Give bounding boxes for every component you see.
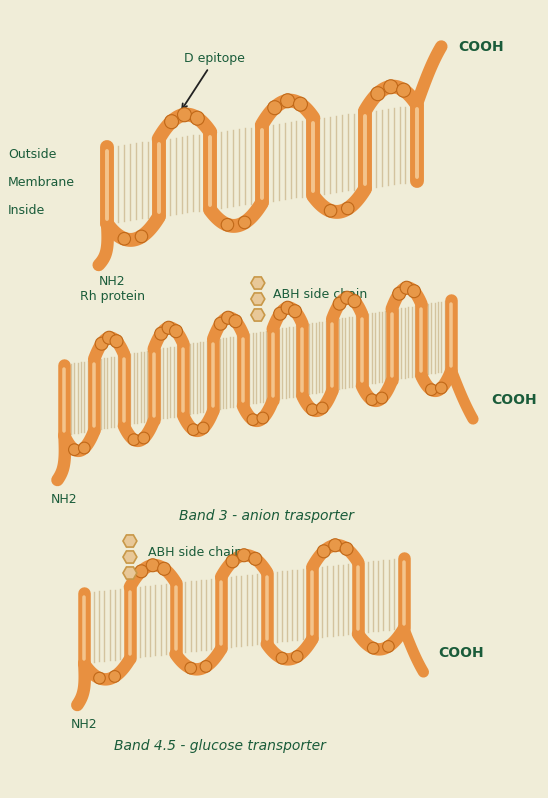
Circle shape [78, 442, 90, 454]
Circle shape [237, 549, 250, 562]
Text: COOH: COOH [438, 646, 484, 660]
Circle shape [109, 670, 121, 682]
Circle shape [135, 230, 148, 243]
Text: Inside: Inside [8, 203, 45, 216]
Circle shape [340, 543, 353, 555]
Circle shape [238, 216, 251, 229]
Circle shape [169, 325, 182, 338]
Circle shape [400, 281, 413, 294]
Circle shape [273, 307, 287, 320]
Text: COOH: COOH [491, 393, 536, 407]
Circle shape [376, 392, 387, 404]
Text: Band 3 - anion trasporter: Band 3 - anion trasporter [179, 509, 353, 523]
Circle shape [289, 305, 301, 318]
Text: NH2: NH2 [51, 493, 78, 506]
Circle shape [306, 404, 318, 416]
Text: Membrane: Membrane [8, 176, 75, 189]
Circle shape [268, 101, 282, 115]
Circle shape [294, 97, 307, 111]
Circle shape [185, 662, 197, 674]
Circle shape [324, 204, 337, 217]
Circle shape [164, 115, 179, 128]
Circle shape [197, 422, 209, 434]
Circle shape [317, 545, 330, 558]
Text: COOH: COOH [458, 40, 504, 54]
Circle shape [229, 314, 242, 328]
Circle shape [281, 302, 294, 314]
Text: NH2
Rh protein: NH2 Rh protein [79, 275, 145, 303]
Circle shape [384, 80, 398, 93]
Circle shape [214, 317, 227, 330]
Circle shape [190, 111, 204, 125]
Circle shape [138, 433, 150, 444]
Circle shape [426, 384, 437, 396]
Circle shape [178, 108, 191, 122]
Text: NH2: NH2 [71, 718, 98, 731]
Circle shape [95, 338, 108, 350]
Text: Outside: Outside [8, 148, 56, 161]
Circle shape [366, 394, 378, 405]
Text: Band 4.5 - glucose transporter: Band 4.5 - glucose transporter [114, 739, 326, 753]
Circle shape [249, 552, 262, 565]
Circle shape [118, 232, 130, 245]
Circle shape [247, 414, 259, 425]
Circle shape [341, 291, 353, 304]
Circle shape [367, 642, 379, 654]
Circle shape [348, 294, 361, 308]
Circle shape [257, 412, 269, 424]
Text: D epitope: D epitope [182, 52, 246, 109]
Circle shape [281, 93, 294, 108]
Circle shape [383, 641, 394, 652]
Circle shape [341, 202, 354, 215]
Circle shape [155, 327, 168, 340]
Circle shape [393, 287, 406, 300]
Circle shape [333, 297, 346, 310]
Circle shape [397, 83, 410, 97]
Circle shape [187, 424, 199, 436]
Text: ABH side chain: ABH side chain [273, 289, 367, 302]
Circle shape [226, 555, 239, 568]
Circle shape [317, 402, 328, 414]
Circle shape [128, 434, 140, 445]
Circle shape [162, 322, 175, 334]
Circle shape [146, 559, 159, 571]
Circle shape [436, 382, 447, 394]
Circle shape [158, 563, 170, 575]
Circle shape [221, 219, 233, 231]
Text: ABH side chain: ABH side chain [148, 547, 242, 559]
Circle shape [68, 444, 80, 456]
Circle shape [292, 650, 303, 662]
Circle shape [102, 331, 116, 344]
Circle shape [408, 285, 420, 298]
Circle shape [110, 334, 123, 348]
Circle shape [329, 539, 341, 551]
Circle shape [200, 661, 212, 672]
Circle shape [371, 87, 385, 101]
Circle shape [135, 565, 148, 578]
Circle shape [94, 672, 105, 684]
Circle shape [221, 311, 235, 324]
Circle shape [276, 652, 288, 664]
